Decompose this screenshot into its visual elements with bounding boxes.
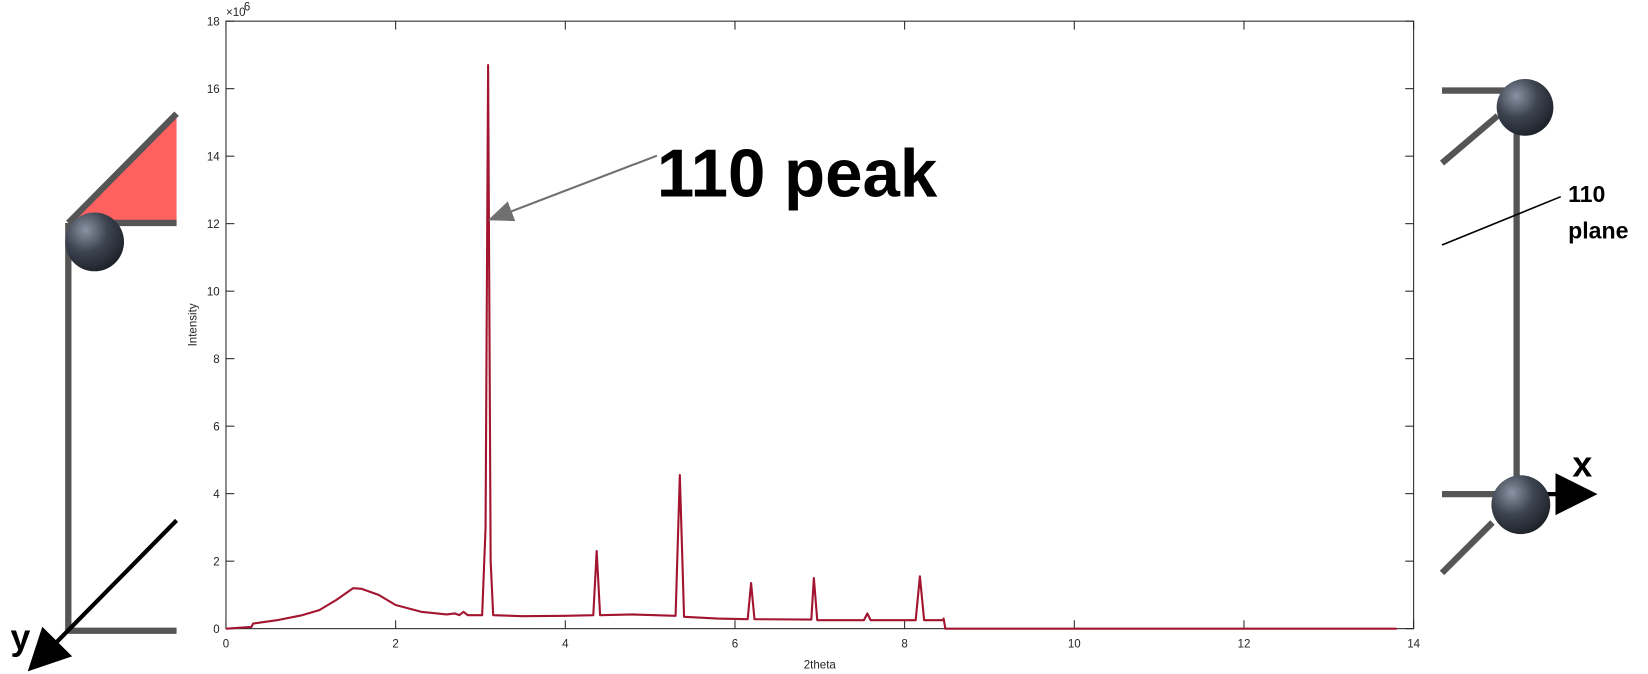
y-tick-label: 4 <box>213 489 220 501</box>
plane-label: plane <box>1568 218 1629 244</box>
x-tick-label: 12 <box>1238 639 1251 651</box>
axis-arrow <box>27 518 179 672</box>
y-tick-label: 14 <box>207 151 220 163</box>
data-line <box>225 63 1397 630</box>
atom <box>65 212 125 272</box>
annotation-arrow <box>487 154 658 222</box>
x-axis-label: 2theta <box>804 660 837 672</box>
y-tick-label: 6 <box>213 421 219 433</box>
left-cube: y <box>11 111 179 672</box>
x-tick-label: 10 <box>1068 639 1081 651</box>
y-axis-label: Intensity <box>188 303 200 346</box>
cube-edge <box>1439 113 1500 166</box>
y-tick-label: 2 <box>213 556 219 568</box>
x-tick-label: 2 <box>392 639 398 651</box>
y-tick-label: 0 <box>213 624 219 636</box>
plot-area <box>225 20 1415 630</box>
x-tick-label: 8 <box>901 639 907 651</box>
x-tick-label: 6 <box>732 639 738 651</box>
y-tick-label: 16 <box>207 84 220 96</box>
plot: 0 2 4 6 8 10 12 14 0 2 4 6 8 10 12 14 16 18 <box>207 16 1421 650</box>
y-tick-label: 18 <box>207 16 220 28</box>
cube-edge <box>66 111 179 226</box>
axis-letter: y <box>11 618 31 658</box>
y-scale-label: ×10 <box>226 7 246 19</box>
y-tick-label: 10 <box>207 286 220 298</box>
y-exponent: 6 <box>244 2 250 14</box>
plane-label: 110 <box>1568 181 1605 207</box>
cube-edge <box>1439 520 1495 576</box>
y-tick-label: 12 <box>207 219 220 231</box>
atom <box>1491 475 1551 535</box>
x-tick-label: 14 <box>1407 639 1420 651</box>
annotation: 110 peak <box>657 137 938 212</box>
leader-line <box>1441 195 1562 246</box>
x-tick-label: 4 <box>562 639 569 651</box>
right-cube: 110 plane x <box>1439 78 1629 576</box>
x-tick-label: 0 <box>223 639 229 651</box>
atom <box>1496 78 1554 136</box>
axis-letter: x <box>1572 444 1592 484</box>
y-tick-label: 8 <box>213 354 219 366</box>
